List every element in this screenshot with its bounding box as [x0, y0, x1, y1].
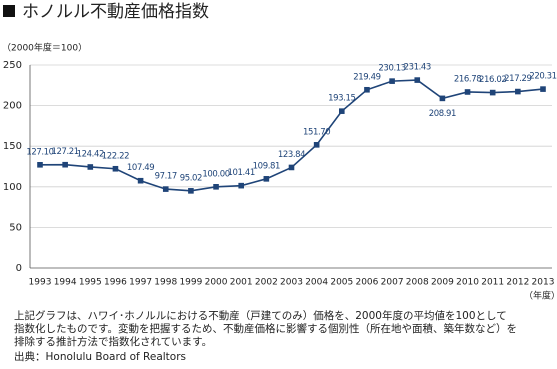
x-tick-label: 2013: [532, 278, 555, 288]
data-point: [37, 161, 43, 168]
data-line: [39, 79, 544, 192]
value-label: 193.15: [328, 94, 355, 104]
value-label: 208.91: [429, 109, 456, 119]
y-tick-label: 250: [3, 60, 22, 71]
x-tick-label: 1997: [129, 278, 152, 288]
value-label: 123.84: [278, 150, 305, 160]
data-point: [515, 88, 521, 95]
source: 出典：Honolulu Board of Realtors: [14, 350, 186, 363]
value-label: 95.02: [180, 173, 202, 183]
chart-title: ホノルル不動産価格指数: [22, 2, 209, 22]
x-tick-label: 2010: [456, 278, 479, 288]
data-point: [439, 95, 446, 102]
x-tick-label: 2005: [330, 278, 353, 288]
value-label: 231.43: [404, 63, 431, 73]
data-point: [137, 177, 144, 184]
data-point: [464, 89, 471, 95]
x-tick-label: 2004: [305, 278, 328, 288]
x-tick-label: 1995: [79, 278, 102, 288]
note-line: 排除する推計方法で指数化されています。: [14, 335, 212, 348]
value-label: 127.10: [26, 147, 53, 157]
value-label: 151.70: [303, 127, 330, 137]
y-tick-label: 200: [3, 101, 22, 112]
data-point: [62, 161, 68, 168]
data-point: [162, 186, 169, 192]
value-label: 216.02: [479, 75, 506, 85]
value-label: 100.00: [202, 169, 229, 179]
note-line: 上記グラフは、ハワイ･ホノルルにおける不動産（戸建てのみ）価格を、2000年度の…: [14, 309, 507, 322]
value-label: 220.31: [529, 72, 556, 82]
x-tick-label: 2006: [355, 278, 378, 288]
value-label: 107.49: [127, 163, 154, 173]
title-marker: [3, 5, 15, 17]
y-tick-label: 50: [9, 222, 22, 233]
x-tick-label: 1998: [154, 278, 177, 288]
x-tick-label: 1993: [29, 278, 52, 288]
x-tick-label: 2003: [280, 278, 303, 288]
x-tick-label: 2008: [406, 278, 429, 288]
value-label: 122.22: [102, 151, 129, 161]
x-tick-label: 2009: [431, 278, 454, 288]
value-label: 97.17: [155, 172, 177, 182]
value-label: 124.42: [77, 149, 104, 159]
data-point: [288, 164, 295, 171]
value-label: 101.41: [228, 168, 255, 178]
data-point: [313, 142, 320, 148]
y-unit-label: （2000年度＝100）: [2, 42, 87, 54]
data-point: [540, 86, 546, 92]
value-label: 230.13: [378, 64, 405, 74]
value-label: 127.21: [51, 147, 78, 157]
x-tick-label: 1994: [54, 278, 77, 288]
data-point: [489, 89, 496, 96]
x-tick-label: 1996: [104, 278, 127, 288]
x-tick-label: 1999: [179, 278, 202, 288]
x-tick-label: 2007: [381, 278, 404, 288]
y-tick-label: 100: [3, 182, 22, 193]
x-tick-label: 2012: [506, 278, 529, 288]
y-tick-label: 0: [16, 263, 22, 274]
x-unit-label: （年度）: [524, 290, 557, 302]
x-tick-label: 2001: [230, 278, 253, 288]
x-tick-label: 2002: [255, 278, 278, 288]
data-point: [238, 182, 244, 189]
x-tick-label: 2011: [481, 278, 504, 288]
note-line: 指数化したものです。変動を把握するため、不動産価格に影響する個別性（所在地や面積…: [14, 322, 517, 335]
data-point: [414, 77, 421, 83]
value-label: 216.78: [454, 74, 481, 84]
value-label: 219.49: [353, 72, 380, 82]
data-point: [364, 86, 370, 93]
data-point: [213, 184, 219, 190]
value-label: 109.81: [253, 161, 280, 171]
data-point: [339, 108, 345, 114]
data-point: [389, 78, 395, 84]
data-point: [188, 188, 194, 194]
x-tick-label: 2000: [205, 278, 228, 288]
data-point: [263, 176, 270, 182]
data-point: [87, 164, 94, 170]
y-tick-label: 150: [3, 141, 22, 152]
value-label: 217.29: [504, 74, 531, 84]
data-point: [112, 165, 119, 172]
